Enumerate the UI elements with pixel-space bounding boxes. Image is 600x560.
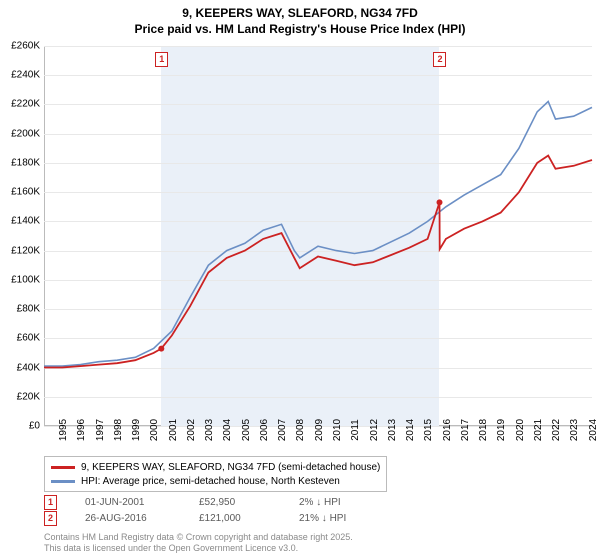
y-axis-label: £200K <box>11 128 40 139</box>
legend-swatch <box>51 480 75 483</box>
y-axis-label: £40K <box>17 362 40 373</box>
marker-price: £52,950 <box>199 497 271 508</box>
x-axis-label: 2025 <box>592 419 600 441</box>
y-axis-label: £100K <box>11 274 40 285</box>
y-axis-label: £120K <box>11 245 40 256</box>
legend-label: HPI: Average price, semi-detached house,… <box>81 476 340 487</box>
attribution: Contains HM Land Registry data © Crown c… <box>44 532 353 555</box>
y-axis-label: £80K <box>17 304 40 315</box>
legend-label: 9, KEEPERS WAY, SLEAFORD, NG34 7FD (semi… <box>81 462 380 473</box>
marker-date: 01-JUN-2001 <box>85 497 171 508</box>
legend-swatch <box>51 466 75 469</box>
y-axis-label: £140K <box>11 216 40 227</box>
marker-price: £121,000 <box>199 513 271 524</box>
series-line <box>44 102 592 367</box>
chart-series <box>44 46 592 426</box>
series-line <box>44 156 592 368</box>
y-axis-label: £220K <box>11 99 40 110</box>
title-line1: 9, KEEPERS WAY, SLEAFORD, NG34 7FD <box>0 6 600 22</box>
y-axis-label: £180K <box>11 157 40 168</box>
marker-row: 2 26-AUG-2016 £121,000 21% ↓ HPI <box>44 510 389 526</box>
marker-row: 1 01-JUN-2001 £52,950 2% ↓ HPI <box>44 494 389 510</box>
sale-dot <box>158 346 164 352</box>
y-axis-label: £260K <box>11 41 40 52</box>
legend: 9, KEEPERS WAY, SLEAFORD, NG34 7FD (semi… <box>44 456 387 492</box>
chart-marker: 2 <box>433 52 446 67</box>
y-axis-label: £20K <box>17 391 40 402</box>
attribution-line2: This data is licensed under the Open Gov… <box>44 543 353 554</box>
attribution-line1: Contains HM Land Registry data © Crown c… <box>44 532 353 543</box>
sale-dot <box>437 199 443 205</box>
marker-badge: 2 <box>44 511 57 526</box>
title-line2: Price paid vs. HM Land Registry's House … <box>0 22 600 38</box>
y-axis-label: £60K <box>17 333 40 344</box>
legend-item: HPI: Average price, semi-detached house,… <box>51 474 380 488</box>
marker-badge: 1 <box>44 495 57 510</box>
chart: £0£20K£40K£60K£80K£100K£120K£140K£160K£1… <box>44 46 592 426</box>
legend-item: 9, KEEPERS WAY, SLEAFORD, NG34 7FD (semi… <box>51 460 380 474</box>
y-axis-label: £0 <box>29 421 40 432</box>
y-axis-label: £240K <box>11 70 40 81</box>
marker-date: 26-AUG-2016 <box>85 513 171 524</box>
chart-marker: 1 <box>155 52 168 67</box>
y-axis-label: £160K <box>11 187 40 198</box>
marker-table: 1 01-JUN-2001 £52,950 2% ↓ HPI 2 26-AUG-… <box>44 494 389 526</box>
marker-diff: 21% ↓ HPI <box>299 513 389 524</box>
chart-title: 9, KEEPERS WAY, SLEAFORD, NG34 7FD Price… <box>0 0 600 37</box>
marker-diff: 2% ↓ HPI <box>299 497 389 508</box>
